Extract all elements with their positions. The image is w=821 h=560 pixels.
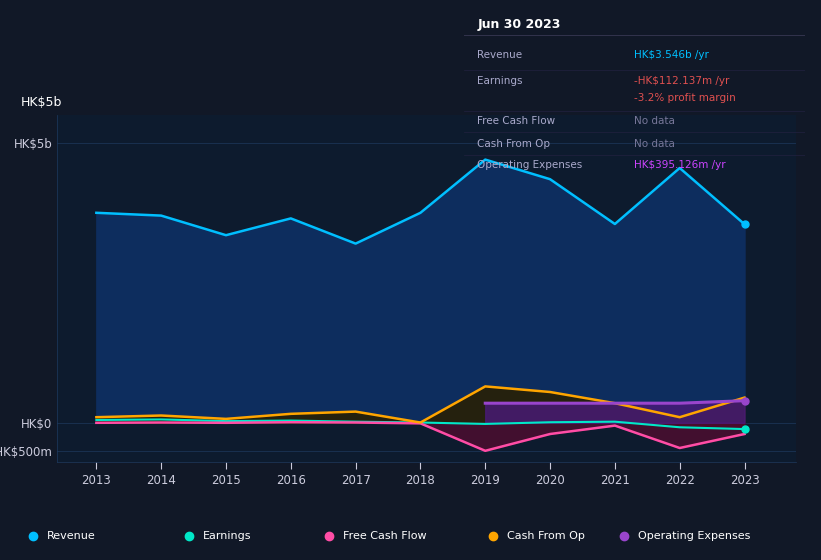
Text: HK$5b: HK$5b bbox=[21, 96, 62, 109]
Text: Free Cash Flow: Free Cash Flow bbox=[342, 531, 426, 541]
Text: Operating Expenses: Operating Expenses bbox=[478, 160, 583, 170]
Text: Revenue: Revenue bbox=[478, 50, 523, 60]
Text: Operating Expenses: Operating Expenses bbox=[638, 531, 750, 541]
Text: Jun 30 2023: Jun 30 2023 bbox=[478, 18, 561, 31]
Text: Free Cash Flow: Free Cash Flow bbox=[478, 116, 556, 126]
Text: No data: No data bbox=[635, 116, 675, 126]
Text: Revenue: Revenue bbox=[47, 531, 96, 541]
Text: HK$3.546b /yr: HK$3.546b /yr bbox=[635, 50, 709, 60]
Text: No data: No data bbox=[635, 139, 675, 149]
Text: Cash From Op: Cash From Op bbox=[507, 531, 585, 541]
Text: HK$395.126m /yr: HK$395.126m /yr bbox=[635, 160, 726, 170]
Text: -3.2% profit margin: -3.2% profit margin bbox=[635, 92, 736, 102]
Text: Earnings: Earnings bbox=[203, 531, 251, 541]
Text: Earnings: Earnings bbox=[478, 76, 523, 86]
Text: -HK$112.137m /yr: -HK$112.137m /yr bbox=[635, 76, 730, 86]
Text: Cash From Op: Cash From Op bbox=[478, 139, 551, 149]
